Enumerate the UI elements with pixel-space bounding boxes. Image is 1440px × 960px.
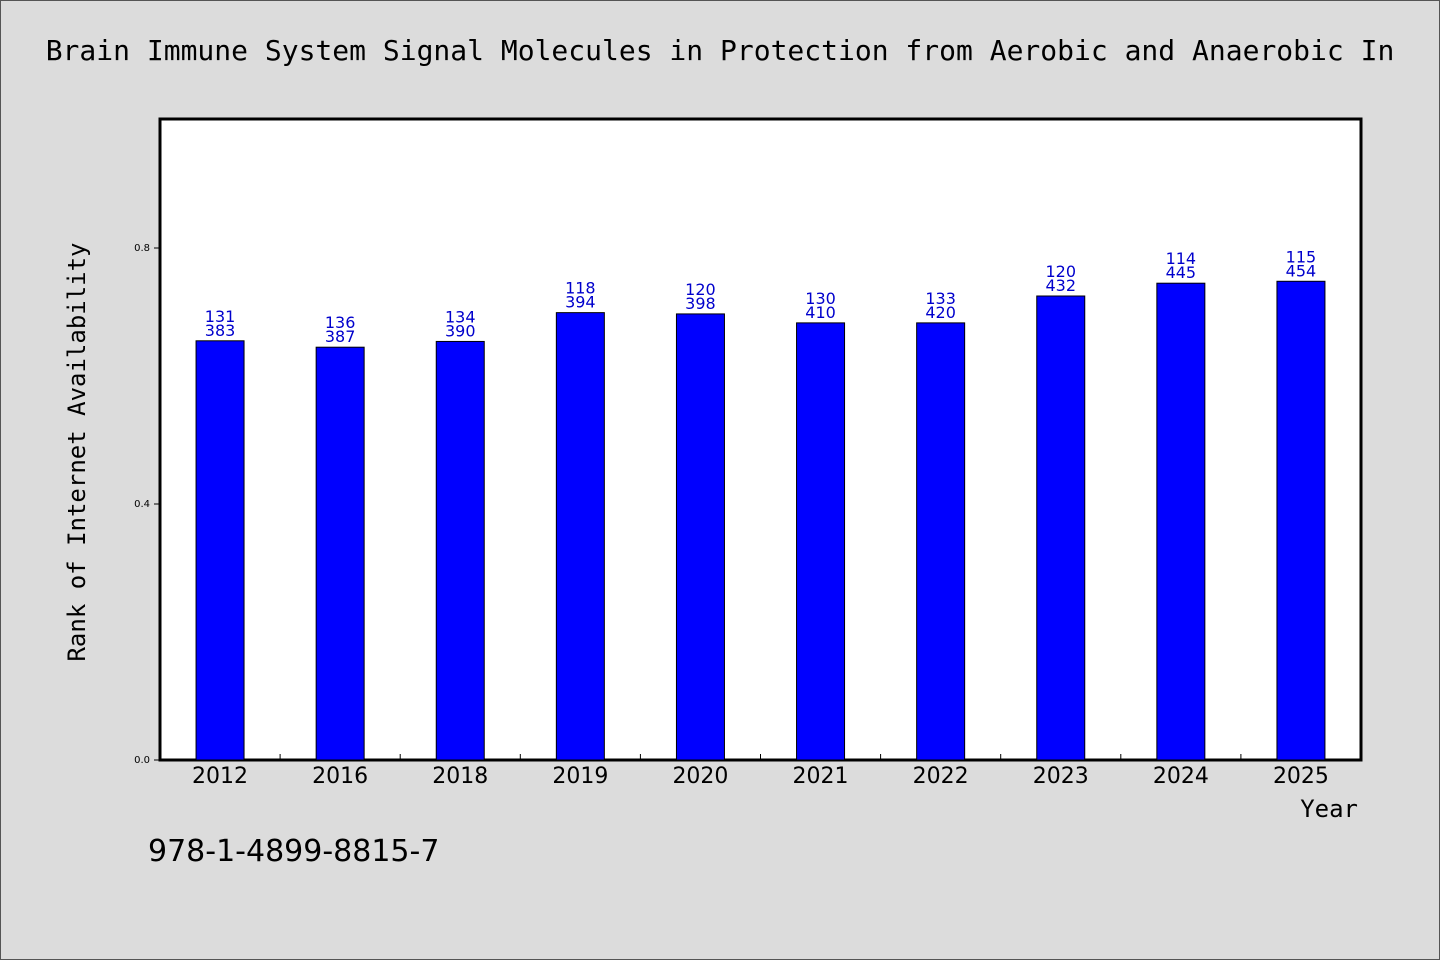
- bar-label-bottom-2016: 387: [325, 327, 356, 346]
- bar-label-top-2016: 136: [325, 313, 356, 332]
- bar-2021: [796, 322, 846, 761]
- y-axis-label: Rank of Internet Availability: [63, 242, 91, 661]
- bar-label-top-2023: 120: [1045, 262, 1076, 281]
- bar-label-bottom-2018: 390: [445, 321, 476, 340]
- y-tick-label-0.4: 0.4: [134, 499, 150, 510]
- bar-2012: [195, 340, 245, 761]
- bar-2022: [916, 322, 966, 761]
- x-tick-label-2025: 2025: [1273, 764, 1329, 789]
- bar-label-bottom-2023: 432: [1045, 276, 1076, 295]
- bar-label-top-2019: 118: [565, 279, 596, 298]
- isbn-note: 978-1-4899-8815-7: [148, 834, 440, 869]
- x-tick-label-2024: 2024: [1153, 764, 1209, 789]
- bar-label-bottom-2021: 410: [805, 303, 836, 322]
- bar-label-top-2018: 134: [445, 307, 476, 326]
- bars-layer: [195, 280, 1326, 761]
- x-axis-ticks: 2012 2016 2018 2019 2020 2021 2022 2023 2024 2025: [192, 754, 1329, 789]
- x-axis-label: Year: [1300, 795, 1358, 823]
- x-tick-label-2016: 2016: [312, 764, 368, 789]
- bar-2018: [435, 340, 485, 761]
- bar-2016: [315, 346, 365, 761]
- bar-2024: [1156, 282, 1206, 761]
- x-tick-label-2021: 2021: [793, 764, 849, 789]
- x-tick-label-2019: 2019: [552, 764, 608, 789]
- bar-label-top-2020: 120: [685, 280, 716, 299]
- chart-title: Brain Immune System Signal Molecules in …: [45, 34, 1395, 67]
- bar-label-bottom-2024: 445: [1166, 263, 1197, 282]
- x-tick-label-2023: 2023: [1033, 764, 1089, 789]
- bar-2020: [675, 313, 725, 761]
- bar-label-top-2025: 115: [1286, 247, 1317, 266]
- bar-label-top-2024: 114: [1166, 249, 1197, 268]
- bar-label-bottom-2025: 454: [1286, 261, 1317, 280]
- bar-2025: [1276, 280, 1326, 761]
- x-tick-label-2022: 2022: [913, 764, 969, 789]
- bar-label-bottom-2022: 420: [925, 303, 956, 322]
- y-tick-label-0.0: 0.0: [134, 755, 150, 766]
- y-tick-label-0.8: 0.8: [134, 243, 150, 254]
- x-tick-label-2012: 2012: [192, 764, 248, 789]
- x-tick-label-2020: 2020: [672, 764, 728, 789]
- bar-label-top-2022: 133: [925, 289, 956, 308]
- bar-label-top-2012: 131: [205, 307, 236, 326]
- bar-2019: [555, 312, 605, 761]
- bar-label-bottom-2020: 398: [685, 294, 716, 313]
- y-axis-ticks: 0.0 0.4 0.8: [134, 243, 160, 766]
- bar-2023: [1036, 295, 1086, 761]
- bar-label-top-2021: 130: [805, 289, 836, 308]
- bar-label-bottom-2019: 394: [565, 293, 596, 312]
- x-tick-label-2018: 2018: [432, 764, 488, 789]
- bar-label-bottom-2012: 383: [205, 321, 236, 340]
